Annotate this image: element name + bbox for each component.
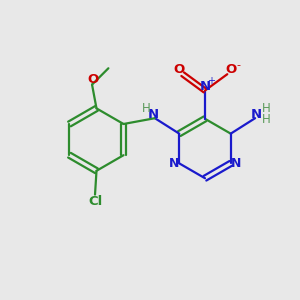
Text: H: H [262, 113, 271, 127]
Text: Cl: Cl [88, 195, 102, 208]
Text: -: - [237, 60, 241, 70]
Text: N: N [169, 157, 179, 170]
Text: H: H [142, 102, 150, 115]
Text: N: N [231, 157, 241, 170]
Text: +: + [208, 76, 215, 86]
Text: O: O [173, 63, 185, 76]
Text: O: O [225, 63, 236, 76]
Text: N: N [148, 108, 159, 121]
Text: N: N [200, 80, 211, 94]
Text: H: H [262, 102, 271, 115]
Text: N: N [251, 108, 262, 121]
Text: O: O [87, 73, 98, 86]
